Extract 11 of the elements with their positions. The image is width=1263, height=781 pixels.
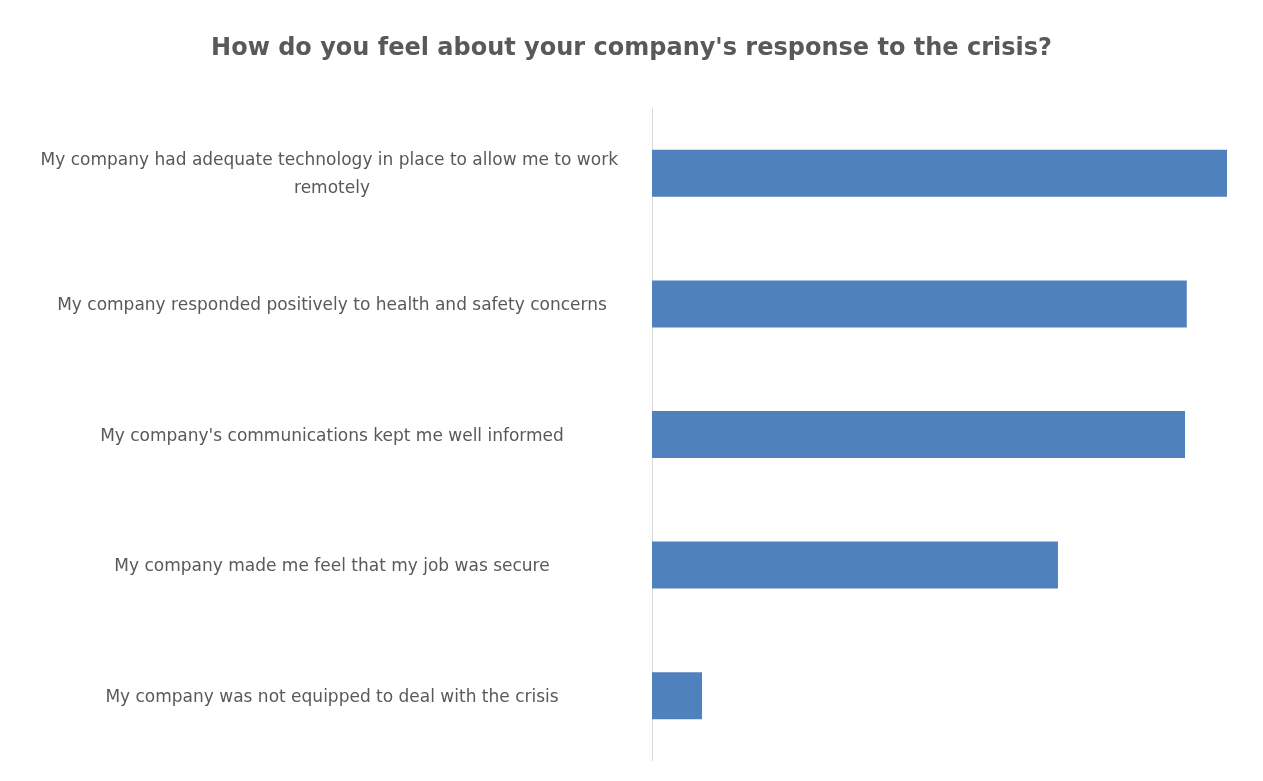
bar (652, 410, 1186, 459)
y-tick-label: My company had adequate technology in place to allow me to work remotely (40, 149, 624, 198)
chart-title: How do you feel about your company's response to the crisis? (211, 33, 1052, 61)
bar (652, 280, 1187, 328)
y-tick-label: My company's communications kept me well informed (100, 424, 564, 445)
y-tick-label: My company was not equipped to deal with the crisis (105, 685, 559, 706)
y-tick-label: My company made me feel that my job was secure (114, 555, 550, 576)
y-tick-label: My company responded positively to health and safety concerns (57, 293, 607, 314)
bar (652, 149, 1227, 197)
bar (652, 541, 1058, 589)
bar (652, 672, 703, 720)
